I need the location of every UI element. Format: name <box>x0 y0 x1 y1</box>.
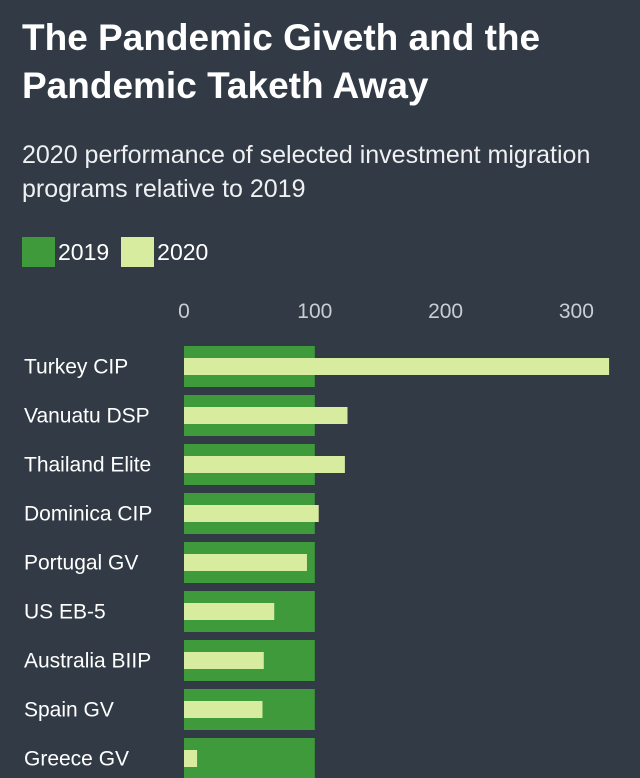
category-label-1: Vanuatu DSP <box>24 405 150 428</box>
category-label-4: Portugal GV <box>24 552 138 575</box>
category-label-6: Australia BIIP <box>24 650 151 673</box>
legend: 2019 2020 <box>22 237 220 267</box>
bar-2020-2 <box>184 456 345 473</box>
bar-2020-7 <box>184 701 263 718</box>
chart-subtitle: 2020 performance of selected investment … <box>22 141 591 203</box>
bar-2020-6 <box>184 652 264 669</box>
bar-2020-4 <box>184 554 307 571</box>
legend-swatch-2020 <box>121 237 155 267</box>
bar-2020-5 <box>184 603 275 620</box>
category-label-5: US EB-5 <box>24 601 106 624</box>
bar-2020-0 <box>184 358 610 375</box>
category-label-3: Dominica CIP <box>24 503 152 526</box>
bar-2020-1 <box>184 407 348 424</box>
category-label-7: Spain GV <box>24 699 114 722</box>
legend-item-2019: 2019 <box>22 237 109 267</box>
x-tick-label-3: 300 <box>559 300 594 323</box>
legend-item-2020: 2020 <box>121 237 208 267</box>
category-label-2: Thailand Elite <box>24 454 151 477</box>
x-tick-label-2: 200 <box>428 300 463 323</box>
bar-2019-8 <box>184 738 315 778</box>
bar-chart: 0 100 200 300 Turkey CIP Vanuatu DSP Thailand … <box>24 300 610 778</box>
category-label-8: Greece GV <box>24 748 129 771</box>
legend-label-2020: 2020 <box>157 238 209 265</box>
legend-swatch-2019 <box>22 237 55 267</box>
x-tick-label-1: 100 <box>297 300 332 323</box>
bar-2020-8 <box>184 750 198 767</box>
chart-title: The Pandemic Giveth and the Pandemic Tak… <box>22 17 541 106</box>
legend-label-2019: 2019 <box>58 238 110 265</box>
category-label-0: Turkey CIP <box>24 356 128 379</box>
x-tick-label-0: 0 <box>178 300 190 323</box>
bar-2020-3 <box>184 505 319 522</box>
